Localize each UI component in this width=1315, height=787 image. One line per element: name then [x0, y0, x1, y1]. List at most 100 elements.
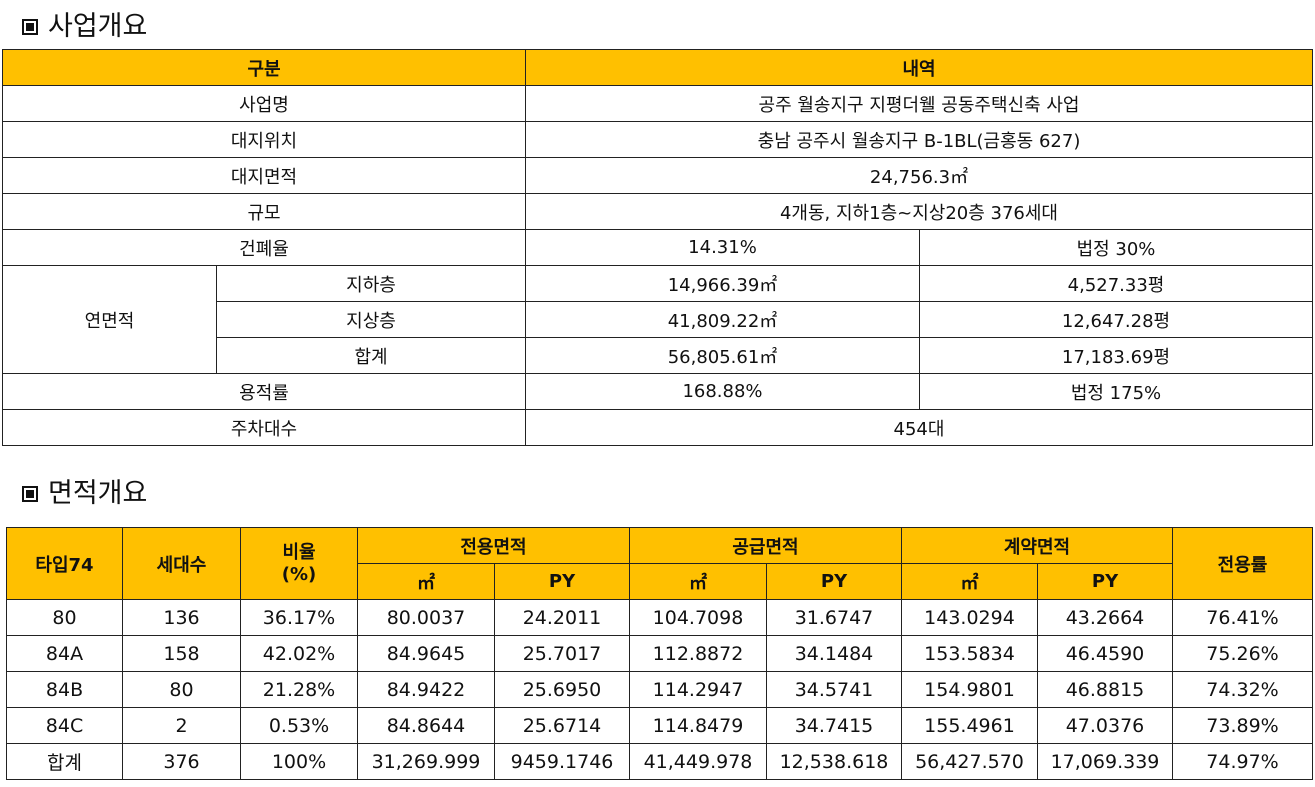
cell-ratio: 36.17% — [240, 599, 358, 636]
basement-pyeong: 4,527.33평 — [919, 265, 1313, 302]
header-supply: 공급면적 — [629, 527, 902, 564]
above-pyeong: 12,647.28평 — [919, 301, 1313, 338]
cell-exclusive-sqm: 84.8644 — [357, 707, 495, 744]
section-title-text: 사업개요 — [48, 11, 148, 42]
cell-exclusive-sqm: 80.0037 — [357, 599, 495, 636]
cell-units: 136 — [122, 599, 241, 636]
header-type: 타입74 — [6, 527, 123, 600]
row-value-far: 168.88% — [525, 373, 920, 410]
table-row: 합계 56,805.61㎡ 17,183.69평 — [3, 337, 1313, 374]
header-supply-sqm: ㎡ — [629, 563, 767, 600]
header-supply-py: PY — [766, 563, 902, 600]
row-value-location: 충남 공주시 월송지구 B-1BL(금홍동 627) — [525, 121, 1313, 158]
row-label-site-area: 대지면적 — [2, 157, 526, 194]
cell-units: 2 — [122, 707, 241, 744]
cell-supply-sqm: 41,449.978 — [629, 743, 767, 780]
table-subheader-row: ㎡ PY ㎡ PY ㎡ PY — [7, 563, 1313, 600]
total-pyeong: 17,183.69평 — [919, 337, 1313, 374]
cell-exclusive-sqm: 31,269.999 — [357, 743, 495, 780]
cell-contract-py: 46.8815 — [1037, 671, 1173, 708]
cell-supply-sqm: 104.7098 — [629, 599, 767, 636]
section-title-area-overview: 면적개요 — [22, 477, 147, 511]
cell-ratio: 0.53% — [240, 707, 358, 744]
cell-exclusive-rate: 76.41% — [1172, 599, 1313, 636]
cell-supply-py: 34.5741 — [766, 671, 902, 708]
total-sqm: 56,805.61㎡ — [525, 337, 920, 374]
cell-exclusive-rate: 74.97% — [1172, 743, 1313, 780]
row-label-coverage: 건폐율 — [2, 229, 526, 266]
cell-supply-sqm: 114.8479 — [629, 707, 767, 744]
header-ratio-line1: 비율 — [282, 541, 316, 563]
cell-exclusive-sqm: 84.9422 — [357, 671, 495, 708]
cell-contract-sqm: 153.5834 — [901, 635, 1038, 672]
header-details: 내역 — [525, 49, 1313, 86]
table-row: 84C 2 0.53% 84.8644 25.6714 114.8479 34.… — [6, 707, 1313, 744]
table-row: 규모 4개동, 지하1층~지상20층 376세대 — [2, 193, 1313, 230]
cell-contract-sqm: 154.9801 — [901, 671, 1038, 708]
area-overview-table: 타입74 세대수 비율 (%) 전용면적 공급면적 계약면적 전용률 ㎡ PY … — [6, 527, 1313, 780]
cell-exclusive-py: 25.7017 — [494, 635, 630, 672]
header-units: 세대수 — [122, 527, 241, 600]
row-label-scale: 규모 — [2, 193, 526, 230]
cell-ratio: 42.02% — [240, 635, 358, 672]
cell-contract-sqm: 56,427.570 — [901, 743, 1038, 780]
row-value-name: 공주 월송지구 지평더웰 공동주택신축 사업 — [525, 85, 1313, 122]
table-row: 연면적 지하층 14,966.39㎡ 4,527.33평 — [2, 265, 1313, 374]
row-value-parking: 454대 — [525, 409, 1313, 446]
cell-type: 합계 — [6, 743, 123, 780]
row-value-site-area: 24,756.3㎡ — [525, 157, 1313, 194]
row-label-location: 대지위치 — [2, 121, 526, 158]
header-contract-py: PY — [1037, 563, 1173, 600]
cell-units: 158 — [122, 635, 241, 672]
cell-exclusive-rate: 74.32% — [1172, 671, 1313, 708]
header-exclusive-sqm: ㎡ — [357, 563, 495, 600]
header-contract-sqm: ㎡ — [901, 563, 1038, 600]
section-title-business-overview: 사업개요 — [22, 10, 147, 44]
row-value-coverage: 14.31% — [525, 229, 920, 266]
cell-contract-sqm: 143.0294 — [901, 599, 1038, 636]
header-contract: 계약면적 — [901, 527, 1173, 564]
cell-exclusive-py: 25.6714 — [494, 707, 630, 744]
table-row: 84B 80 21.28% 84.9422 25.6950 114.2947 3… — [6, 671, 1313, 708]
above-sqm: 41,809.22㎡ — [525, 301, 920, 338]
cell-exclusive-sqm: 84.9645 — [357, 635, 495, 672]
row-label-far: 용적률 — [2, 373, 526, 410]
cell-supply-py: 34.1484 — [766, 635, 902, 672]
table-row: 지상층 41,809.22㎡ 12,647.28평 — [3, 301, 1313, 338]
area-table-body: 80 136 36.17% 80.0037 24.2011 104.7098 3… — [6, 599, 1313, 780]
cell-exclusive-py: 9459.1746 — [494, 743, 630, 780]
cell-exclusive-rate: 75.26% — [1172, 635, 1313, 672]
cell-contract-py: 43.2664 — [1037, 599, 1173, 636]
cell-type: 80 — [6, 599, 123, 636]
row-legal-far: 법정 175% — [919, 373, 1313, 410]
sub-label-above: 지상층 — [216, 301, 526, 338]
cell-supply-sqm: 112.8872 — [629, 635, 767, 672]
header-exclusive-py: PY — [494, 563, 630, 600]
cell-type: 84B — [6, 671, 123, 708]
cell-ratio: 21.28% — [240, 671, 358, 708]
cell-units: 376 — [122, 743, 241, 780]
section-title-text: 면적개요 — [48, 478, 148, 509]
row-label-parking: 주차대수 — [2, 409, 526, 446]
business-overview-table: 구분 내역 사업명 공주 월송지구 지평더웰 공동주택신축 사업 대지위치 충남… — [2, 49, 1313, 446]
black-square-icon — [22, 19, 38, 35]
cell-supply-py: 12,538.618 — [766, 743, 902, 780]
header-ratio-line2: (%) — [281, 563, 317, 585]
table-row: 80 136 36.17% 80.0037 24.2011 104.7098 3… — [6, 599, 1313, 636]
cell-exclusive-py: 25.6950 — [494, 671, 630, 708]
cell-supply-sqm: 114.2947 — [629, 671, 767, 708]
table-row: 용적률 168.88% 법정 175% — [2, 373, 1313, 410]
table-row: 대지위치 충남 공주시 월송지구 B-1BL(금홍동 627) — [2, 121, 1313, 158]
table-row-total: 합계 376 100% 31,269.999 9459.1746 41,449.… — [6, 743, 1313, 780]
row-label-name: 사업명 — [2, 85, 526, 122]
cell-units: 80 — [122, 671, 241, 708]
header-exclusive-rate: 전용률 — [1172, 527, 1313, 600]
sub-label-basement: 지하층 — [216, 265, 526, 302]
table-row: 주차대수 454대 — [2, 409, 1313, 446]
row-label-gross-area: 연면적 — [2, 265, 217, 374]
table-row: 사업명 공주 월송지구 지평더웰 공동주택신축 사업 — [2, 85, 1313, 122]
table-header-row: 타입74 세대수 비율 (%) 전용면적 공급면적 계약면적 전용률 — [6, 527, 1313, 600]
table-row: 건폐율 14.31% 법정 30% — [2, 229, 1313, 266]
header-ratio: 비율 (%) — [240, 527, 358, 600]
black-square-icon — [22, 486, 38, 502]
